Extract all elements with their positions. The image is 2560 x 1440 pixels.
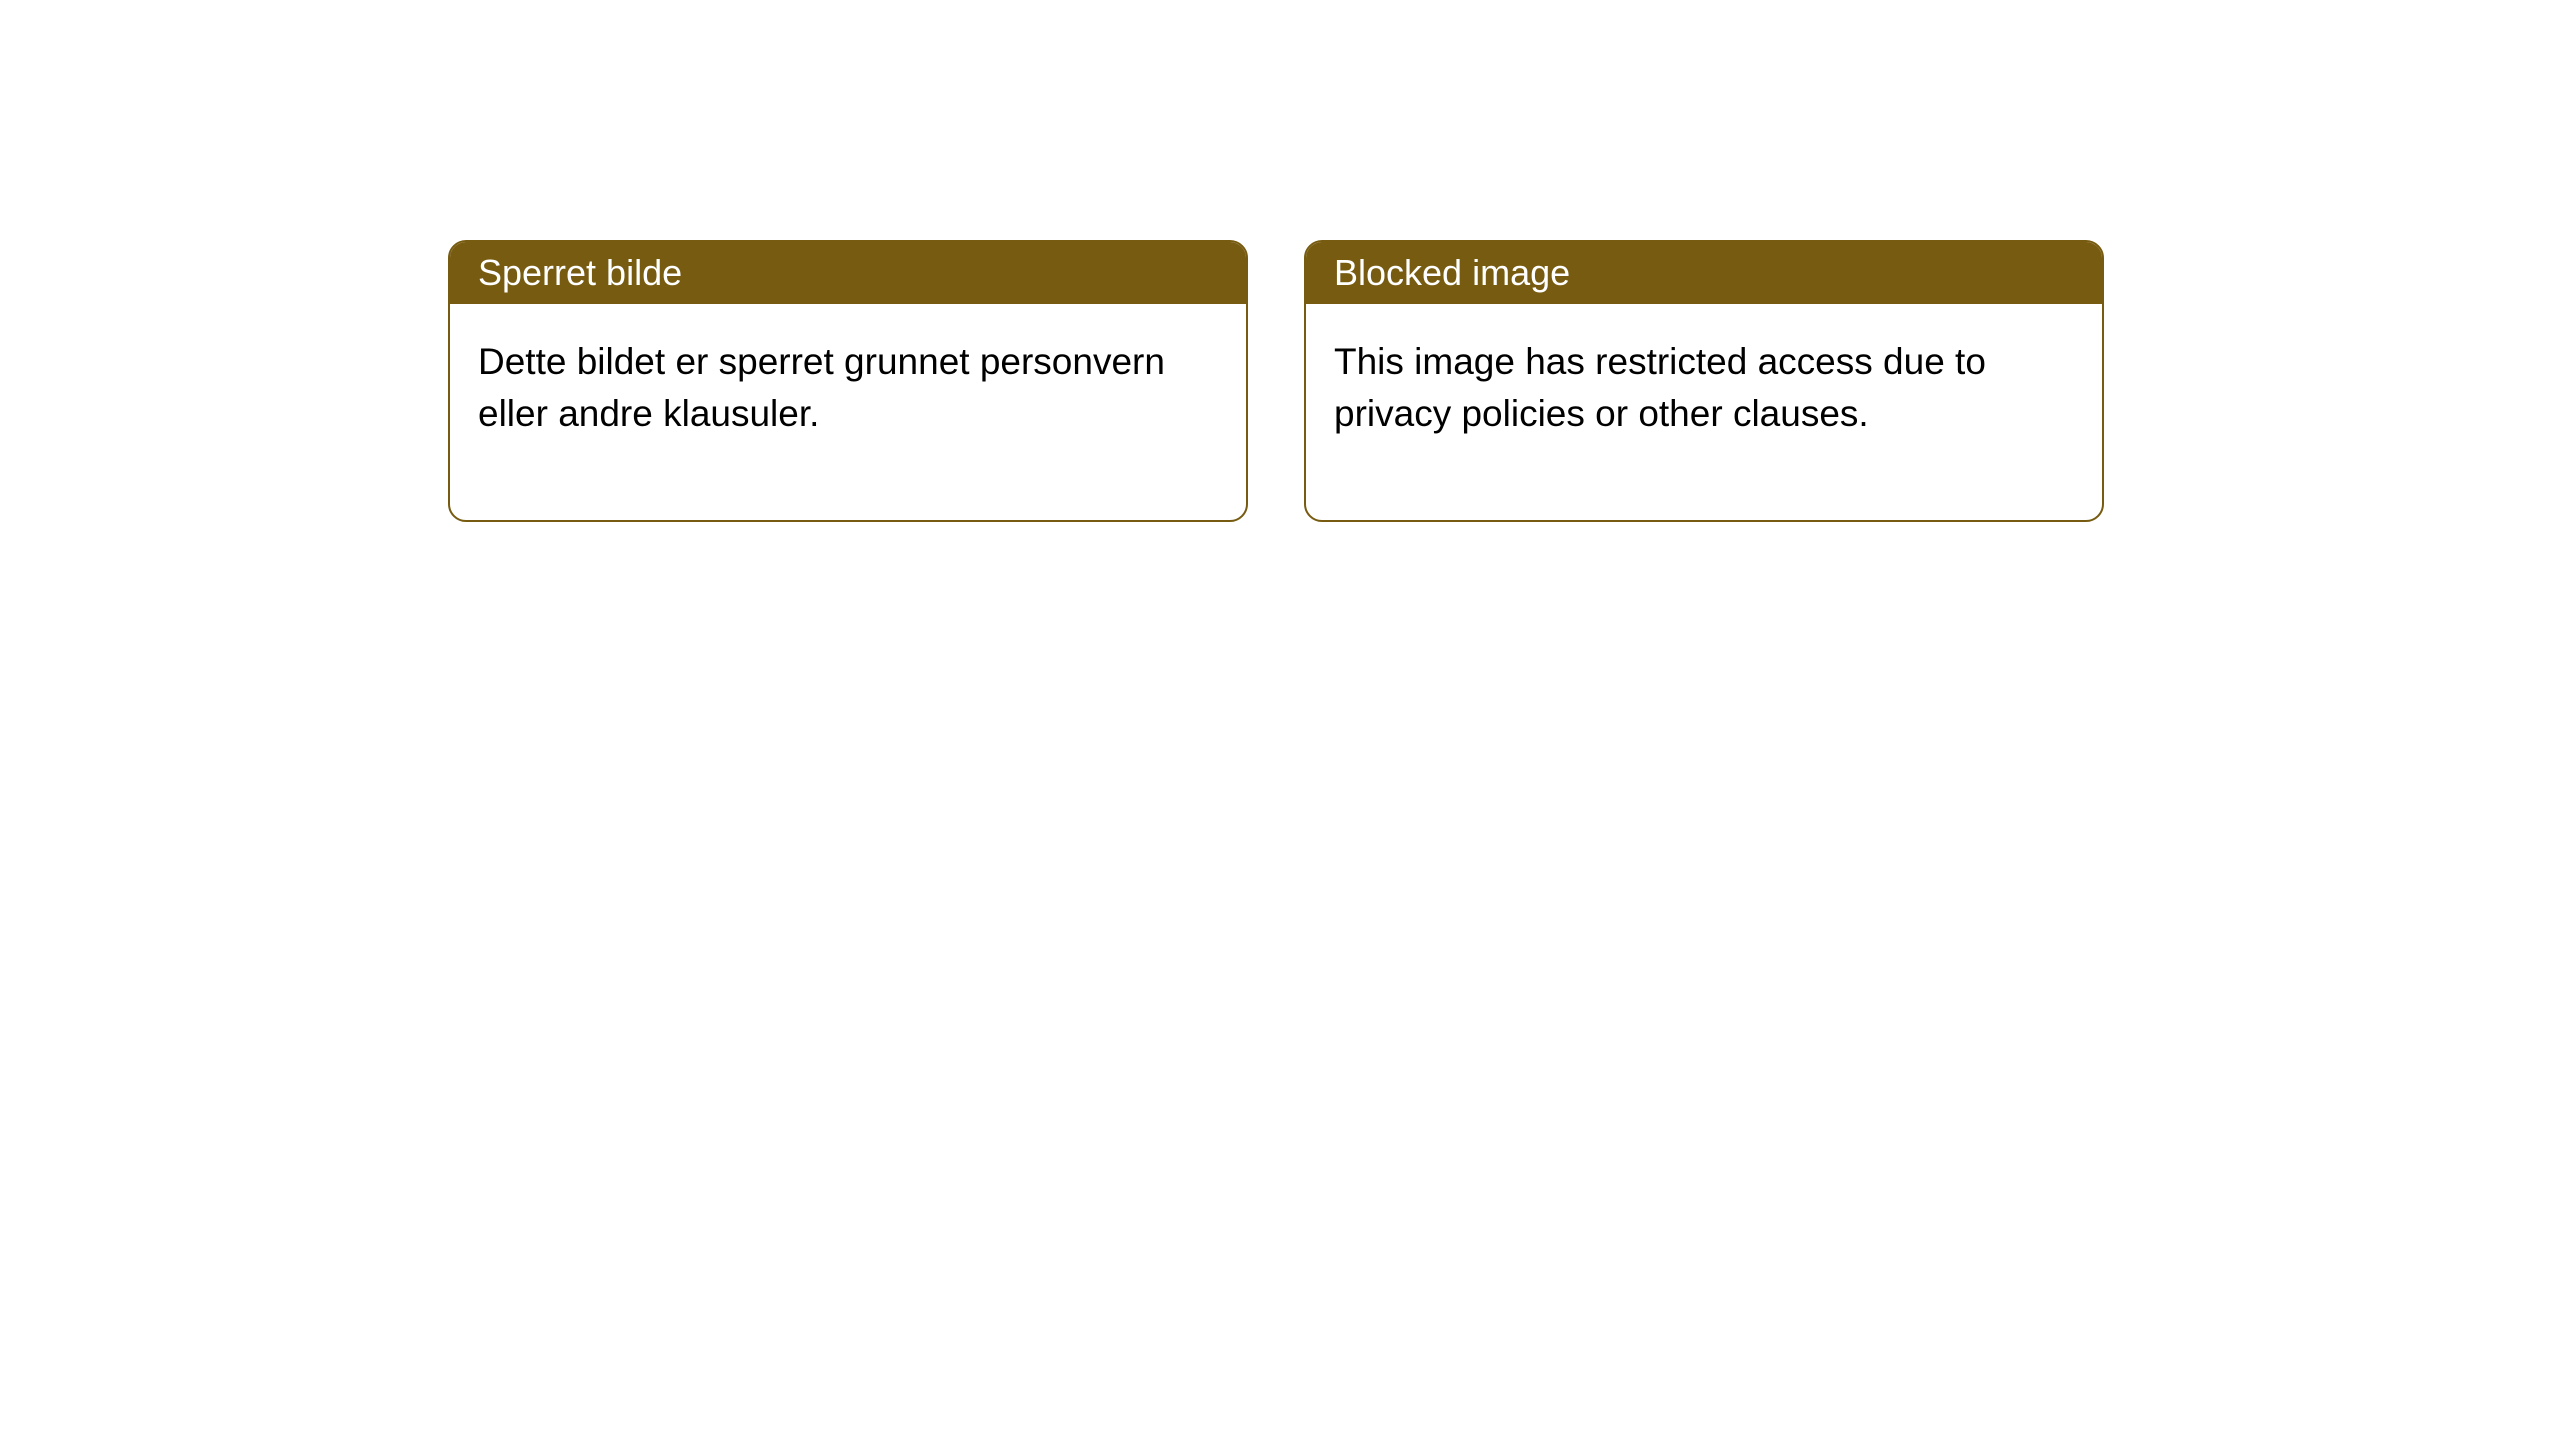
card-header-text: Blocked image xyxy=(1334,252,1570,293)
card-header-text: Sperret bilde xyxy=(478,252,682,293)
blocked-image-card-no: Sperret bilde Dette bildet er sperret gr… xyxy=(448,240,1248,522)
card-body-text: Dette bildet er sperret grunnet personve… xyxy=(478,341,1165,434)
card-header: Sperret bilde xyxy=(450,242,1246,304)
card-body: Dette bildet er sperret grunnet personve… xyxy=(450,304,1246,520)
notice-container: Sperret bilde Dette bildet er sperret gr… xyxy=(0,0,2560,522)
card-header: Blocked image xyxy=(1306,242,2102,304)
card-body-text: This image has restricted access due to … xyxy=(1334,341,1986,434)
card-body: This image has restricted access due to … xyxy=(1306,304,2102,520)
blocked-image-card-en: Blocked image This image has restricted … xyxy=(1304,240,2104,522)
